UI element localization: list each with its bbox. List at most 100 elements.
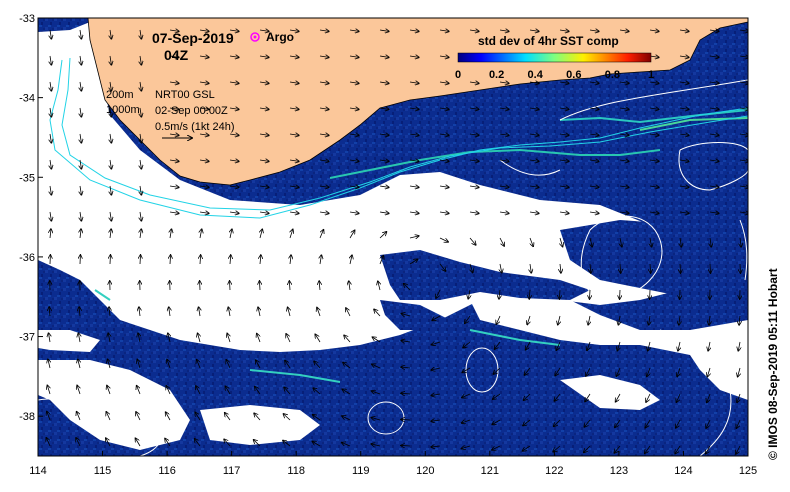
- current-vector-arrow: [499, 212, 509, 213]
- current-vector-arrow: [431, 394, 441, 396]
- current-vector-arrow: [401, 393, 411, 394]
- current-vector-arrow: [736, 445, 741, 454]
- current-vector-arrow: [289, 160, 299, 161]
- current-vector-arrow: [436, 289, 441, 298]
- argo-marker-icon: [250, 32, 260, 42]
- current-vector-arrow: [165, 439, 171, 447]
- current-vector-arrow: [169, 186, 179, 187]
- current-vector-arrow: [738, 341, 740, 351]
- current-vector-arrow: [50, 159, 51, 169]
- current-vector-arrow: [138, 333, 140, 343]
- current-vector-arrow: [77, 385, 80, 395]
- current-vector-arrow: [739, 186, 748, 187]
- current-vector-arrow: [136, 412, 141, 421]
- colorbar-tick-label: 0.2: [489, 69, 504, 81]
- current-vector-arrow: [680, 237, 681, 247]
- current-vector-arrow: [645, 419, 651, 428]
- current-vector-arrow: [676, 393, 681, 402]
- current-vector-arrow: [372, 364, 381, 369]
- current-vector-arrow: [224, 439, 231, 447]
- current-vector-arrow: [707, 367, 710, 377]
- current-vector-arrow: [196, 386, 201, 395]
- current-vector-arrow: [199, 134, 209, 135]
- current-vector-arrow: [283, 414, 291, 421]
- current-vector-arrow: [463, 341, 471, 348]
- current-vector-arrow: [254, 413, 261, 421]
- current-vector-arrow: [499, 186, 509, 187]
- current-vector-arrow: [431, 368, 441, 370]
- current-vector-arrow: [137, 386, 141, 395]
- current-vector-arrow: [522, 445, 531, 451]
- current-vector-arrow: [50, 133, 51, 143]
- current-vector-arrow: [677, 367, 680, 377]
- current-vector-arrow: [319, 30, 329, 31]
- y-axis: -33 -34 -35 -36 -37 -38: [19, 13, 43, 423]
- current-vector-arrow: [584, 419, 591, 427]
- cloud-mask: [38, 22, 748, 450]
- current-vector-arrow: [259, 281, 260, 291]
- current-vector-arrow: [109, 307, 110, 317]
- current-vector-arrow: [106, 412, 111, 421]
- current-vector-arrow: [737, 393, 740, 402]
- current-vector-arrow: [529, 30, 539, 31]
- current-vector-arrow: [110, 185, 111, 195]
- current-vector-arrow: [140, 211, 141, 221]
- current-vector-arrow: [409, 56, 419, 57]
- current-vector-arrow: [462, 393, 471, 398]
- current-vector-arrow: [46, 438, 51, 447]
- current-vector-arrow: [679, 108, 689, 109]
- current-vector-arrow: [709, 315, 710, 325]
- current-vector-arrow: [559, 134, 569, 135]
- current-vector-arrow: [529, 82, 539, 83]
- current-vector-arrow: [289, 82, 299, 83]
- current-vector-arrow: [465, 315, 471, 323]
- current-vector-arrow: [649, 108, 659, 109]
- current-vector-arrow: [319, 82, 329, 83]
- current-vector-arrow: [589, 30, 599, 31]
- y-tick-label: -38: [19, 411, 35, 423]
- current-vector-arrow: [616, 367, 621, 376]
- current-vector-arrow: [493, 367, 501, 374]
- current-vector-arrow: [409, 212, 419, 213]
- current-vector-arrow: [110, 81, 111, 91]
- current-vector-arrow: [431, 446, 441, 447]
- current-vector-arrow: [48, 359, 50, 369]
- current-vector-arrow: [229, 56, 239, 57]
- current-vector-arrow: [342, 416, 351, 421]
- current-vector-arrow: [319, 230, 323, 239]
- current-vector-arrow: [586, 367, 591, 376]
- current-vector-arrow: [371, 418, 381, 420]
- current-vector-arrow: [289, 108, 299, 109]
- current-vector-arrow: [349, 230, 355, 239]
- current-vector-arrow: [650, 263, 651, 273]
- current-vector-arrow: [258, 307, 260, 317]
- current-vector-arrow: [110, 55, 111, 65]
- current-vector-arrow: [499, 82, 509, 83]
- x-tick-label: 124: [674, 465, 692, 477]
- current-vector-arrow: [409, 134, 419, 135]
- current-vector-arrow: [559, 108, 569, 109]
- current-vector-arrow: [379, 30, 389, 31]
- current-vector-arrow: [587, 341, 590, 350]
- current-vector-arrow: [228, 307, 230, 317]
- current-vector-arrow: [468, 289, 470, 299]
- current-vector-arrow: [80, 133, 81, 143]
- current-vector-arrow: [200, 229, 202, 239]
- current-vector-arrow: [409, 186, 419, 187]
- current-vector-arrow: [379, 134, 389, 135]
- credit-label: © IMOS 08-Sep-2019 05:11 Hobart: [766, 268, 780, 460]
- current-vector-arrow: [319, 134, 329, 135]
- current-vector-arrow: [589, 82, 599, 83]
- current-vector-arrow: [496, 315, 501, 324]
- current-vector-arrow: [290, 255, 291, 265]
- current-vector-arrow: [559, 160, 569, 161]
- y-tick-label: -33: [19, 13, 35, 25]
- current-vector-arrow: [619, 108, 629, 109]
- y-tick-label: -36: [19, 252, 35, 264]
- current-vector-arrow: [80, 185, 81, 195]
- current-vector-arrow: [679, 186, 689, 187]
- current-vector-arrow: [614, 445, 621, 453]
- current-vector-arrow: [710, 237, 711, 247]
- x-tick-label: 122: [545, 465, 563, 477]
- current-vector-arrow: [589, 186, 599, 187]
